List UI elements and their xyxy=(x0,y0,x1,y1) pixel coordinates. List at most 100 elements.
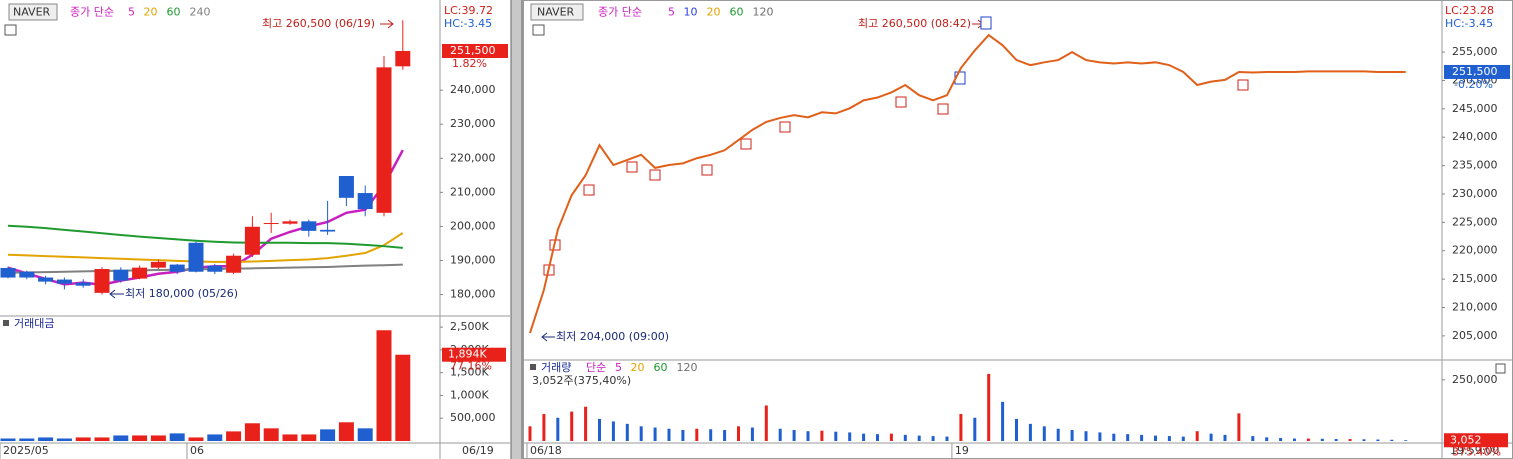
volume-bar xyxy=(1070,429,1074,441)
candle-body xyxy=(338,176,354,198)
legend-title: 종가 단순 xyxy=(70,6,114,19)
volume-bar xyxy=(94,437,110,441)
volume-bar xyxy=(737,426,740,441)
volume-bar xyxy=(542,414,546,441)
legend-item: 20 xyxy=(707,6,721,19)
volume-bar xyxy=(973,417,977,441)
volume-bar xyxy=(1056,428,1060,441)
pane-icon xyxy=(3,320,9,326)
pane-close[interactable] xyxy=(1495,363,1506,374)
symbol: NAVER xyxy=(537,6,575,19)
volume-bar xyxy=(320,429,336,441)
legend-item: 60 xyxy=(730,6,744,19)
volume-bar xyxy=(1001,401,1005,441)
volume-bar xyxy=(528,426,532,441)
candle-body xyxy=(75,282,91,286)
volume-bar xyxy=(56,438,72,441)
volume-bar xyxy=(1028,423,1032,441)
volume-bar xyxy=(1181,436,1185,441)
candle-body xyxy=(395,50,411,67)
panel-divider[interactable] xyxy=(511,0,523,459)
volume-bar xyxy=(1140,434,1144,441)
volume-bar xyxy=(639,426,643,441)
volume-bar xyxy=(1167,436,1171,441)
x-tick-label: 2025/05 xyxy=(3,444,49,457)
volume-bar xyxy=(1237,413,1241,441)
y-tick-label: 250,000 xyxy=(1452,373,1498,386)
x-tick-label: 06/18 xyxy=(530,444,562,457)
x-tick-label: 06 xyxy=(190,444,204,457)
volume-bar xyxy=(207,434,223,441)
candle-body xyxy=(113,269,129,281)
last-price-box xyxy=(442,43,508,58)
candle-body xyxy=(132,267,148,279)
low-annotation: 최저 204,000 (09:00) xyxy=(556,330,669,343)
volume-bar xyxy=(667,428,671,441)
volume-bar xyxy=(917,435,921,441)
volume-bar xyxy=(653,427,657,441)
hc-label: HC:-3.45 xyxy=(1445,17,1493,30)
last-volume-label: 1,894K xyxy=(448,348,487,361)
y-tick-label: 230,000 xyxy=(450,117,496,130)
volume-bar xyxy=(1126,434,1130,441)
volume-bar xyxy=(1223,434,1227,441)
annotation-arrow xyxy=(541,332,555,342)
volume-bar xyxy=(792,429,796,441)
symbol-box[interactable] xyxy=(530,3,584,21)
candle-body xyxy=(19,271,35,278)
change-label: 1.82% xyxy=(452,57,487,70)
candle-body xyxy=(169,264,185,272)
candle-body xyxy=(357,193,373,210)
volume-title: 거래대금 xyxy=(14,317,54,330)
y-tick-label: 240,000 xyxy=(450,83,496,96)
volume-bar xyxy=(1390,439,1394,441)
volume-bar xyxy=(188,437,204,441)
symbol-box[interactable] xyxy=(8,3,58,21)
legend-item: 120 xyxy=(753,6,774,19)
volume-bar xyxy=(1251,436,1255,441)
volume-bar xyxy=(282,434,298,441)
volume-bar xyxy=(1209,433,1213,441)
volume-bar xyxy=(764,405,768,441)
volume-bar xyxy=(931,436,935,441)
cursor-date: 06/19 xyxy=(462,444,494,457)
candle-body xyxy=(188,242,204,272)
volume-bar xyxy=(1320,438,1324,441)
change-label: -0.20% xyxy=(1454,78,1493,91)
y-tick-label: 205,000 xyxy=(1452,329,1498,342)
volume-bar xyxy=(1334,439,1338,441)
last-price-box xyxy=(1444,64,1510,79)
volume-bar xyxy=(959,414,963,441)
legend-title: 단순 xyxy=(586,361,606,374)
high-annotation: 최고 260,500 (06/19) xyxy=(262,17,375,30)
volume-bar xyxy=(226,431,242,441)
y-tick-label: 220,000 xyxy=(450,151,496,164)
volume-bar xyxy=(611,421,615,441)
volume-bar xyxy=(395,354,411,441)
volume-bar xyxy=(263,428,279,441)
moving-average xyxy=(7,263,403,274)
y-tick-label: 500,000 xyxy=(450,411,496,424)
volume-bar xyxy=(1265,437,1269,441)
volume-bar xyxy=(113,435,129,441)
annotation-arrow xyxy=(109,289,124,299)
volume-bar xyxy=(570,411,574,441)
grid-icon[interactable] xyxy=(532,24,545,36)
candle-body xyxy=(244,226,260,255)
legend-item: 60 xyxy=(654,361,668,374)
grid-icon[interactable] xyxy=(4,24,17,36)
volume-bar xyxy=(778,428,782,441)
volume-bar xyxy=(889,433,893,441)
volume-change-label: 77.16% xyxy=(450,360,492,373)
volume-bar xyxy=(1112,433,1116,441)
moving-average xyxy=(7,232,404,263)
candle-body xyxy=(0,267,16,278)
volume-bar xyxy=(903,434,907,441)
price-line xyxy=(529,33,1406,334)
legend-item: 5 xyxy=(668,6,675,19)
legend-item: 60 xyxy=(167,6,181,19)
volume-bar xyxy=(556,417,560,441)
x-tick-label: 19 xyxy=(955,444,969,457)
volume-bar xyxy=(1015,418,1018,441)
last-volume-box xyxy=(1444,433,1508,448)
